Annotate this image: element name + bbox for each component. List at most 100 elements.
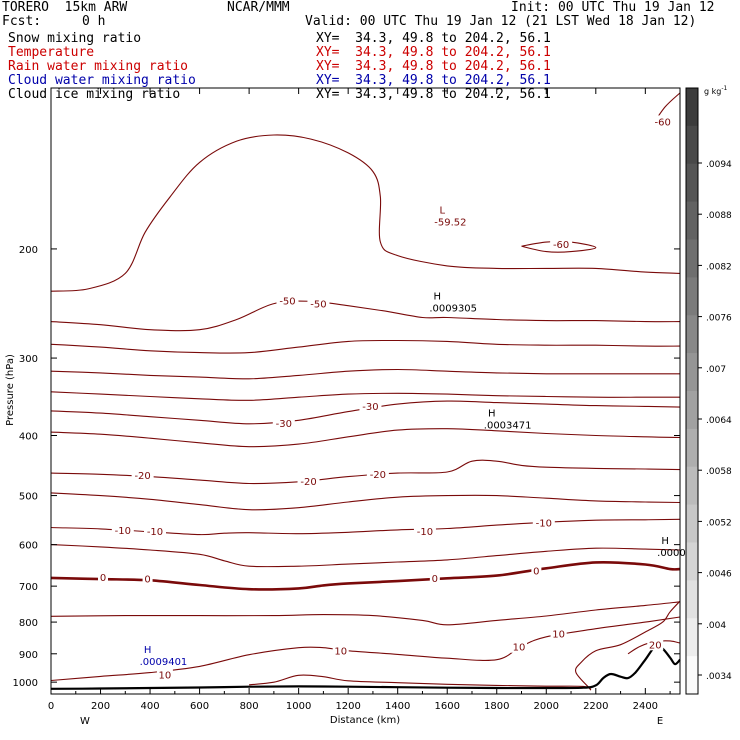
contour-label-bg <box>307 297 330 310</box>
contour-label-bg <box>332 644 349 657</box>
contour-label-bg <box>359 400 382 413</box>
colorbar-tick-label: .0046 <box>706 570 732 580</box>
contour-label: -20 <box>300 477 316 488</box>
isotherm-10 <box>249 674 592 691</box>
colorbar-tick-label: .0034 <box>706 672 732 682</box>
isotherm-minus25 <box>50 428 681 448</box>
isotherm-5 <box>50 601 681 626</box>
contour-label-bg <box>511 640 528 653</box>
extremum-high-symbol: H <box>661 536 669 547</box>
colorbar-swatch <box>686 315 698 354</box>
contour-label-bg <box>131 469 154 482</box>
x-tick-label: 2000 <box>534 701 559 712</box>
colorbar-swatch <box>686 656 698 695</box>
isotherm-minus60 <box>521 240 597 253</box>
colorbar-tick-label: .0094 <box>706 160 732 170</box>
colorbar-tick-label: .0058 <box>706 467 732 477</box>
isotherm-minus60 <box>50 134 681 292</box>
extremum-value: .0000 <box>657 548 686 559</box>
contour-label-bg <box>647 638 664 651</box>
y-axis-label: Pressure (hPa) <box>5 354 16 426</box>
contour-label: 0 <box>100 573 106 584</box>
contour-label: 10 <box>334 647 347 658</box>
x-tick-label: 2400 <box>633 701 658 712</box>
colorbar-swatch <box>686 88 698 127</box>
extremum-high-symbol: H <box>144 645 152 656</box>
x-tick-label: 600 <box>190 701 209 712</box>
contour-label-bg <box>111 523 134 536</box>
y-tick-label: 700 <box>19 582 38 593</box>
extremum-high-symbol: H <box>434 292 442 303</box>
contour-label: 0 <box>432 574 438 585</box>
colorbar-swatch <box>686 125 698 165</box>
contour-label-bg <box>142 572 153 585</box>
isotherm-minus40 <box>50 368 680 380</box>
y-tick-label: 1000 <box>13 678 38 689</box>
west-label: W <box>80 716 90 727</box>
isotherm-minus50 <box>50 300 681 332</box>
x-tick-label: 800 <box>240 701 259 712</box>
contour-label-bg <box>272 416 295 429</box>
contour-label: -30 <box>276 419 292 430</box>
contour-label-bg <box>144 524 167 537</box>
isotherm-15 <box>575 600 681 690</box>
colorbar-swatch <box>686 618 698 657</box>
colorbar: .0094 .0088 .0082 .0076 .007 .0064 .0058 .0052.… <box>685 87 732 695</box>
contour-label-bg <box>550 627 567 640</box>
extremum-value: .0003471 <box>484 420 532 431</box>
colorbar-tick-label: .0082 <box>706 262 732 272</box>
isotherm-minus45 <box>50 339 681 354</box>
contour-label-bg <box>98 570 109 583</box>
isotherm-0 <box>50 560 681 591</box>
y-tick-label: 600 <box>19 541 38 552</box>
contour-label: -10 <box>147 527 163 538</box>
colorbar-frame <box>685 87 699 695</box>
field-name-rain: Rain water mixing ratio <box>8 59 189 74</box>
x-tick-label: 1200 <box>335 701 360 712</box>
colorbar-tick-label: .0064 <box>706 416 732 426</box>
field-xy-temperature: XY= 34.3, 49.8 to 204.2, 56.1 <box>316 45 551 60</box>
x-axis-label: Distance (km) <box>330 715 400 726</box>
x-tick-label: 0 <box>48 701 54 712</box>
colorbar-swatch <box>686 163 698 203</box>
colorbar-tick-label: .0088 <box>706 211 732 221</box>
model-title: TORERO 15km ARW <box>2 0 128 15</box>
extremum-low-symbol: L <box>439 206 445 217</box>
colorbar-swatch <box>686 239 698 278</box>
contour-label-bg <box>413 524 436 537</box>
contour-label: 10 <box>552 630 565 641</box>
colorbar-swatch <box>686 580 698 619</box>
y-tick-label: 200 <box>19 245 38 256</box>
colorbar-swatch <box>686 428 698 468</box>
plot-frame <box>50 87 681 695</box>
contour-label: 10 <box>159 670 172 681</box>
colorbar-swatch <box>686 277 698 316</box>
y-tick-label: 300 <box>19 354 38 365</box>
contour-label-bg <box>532 516 555 529</box>
contour-label-bg <box>156 668 173 681</box>
x-tick-label: 2200 <box>583 701 608 712</box>
colorbar-swatch <box>686 542 698 581</box>
contour-label-bg <box>366 467 389 480</box>
extremum-value: .0009305 <box>429 304 477 315</box>
contour-label-bg <box>276 294 299 307</box>
field-xy-cloud-ice: XY= 34.3, 49.8 to 204.2, 56.1 <box>316 87 551 102</box>
init-time: Init: 00 UTC Thu 19 Jan 12 <box>511 0 715 15</box>
y-tick-label: 900 <box>19 650 38 661</box>
colorbar-swatch <box>686 201 698 240</box>
x-tick-label: 1000 <box>286 701 311 712</box>
colorbar-tick-label: .007 <box>706 365 726 375</box>
isotherm-contours <box>50 92 681 691</box>
colorbar-swatch <box>686 466 698 506</box>
contour-label: -10 <box>536 519 552 530</box>
contour-label: 20 <box>649 640 662 651</box>
isotherm-10 <box>50 616 681 682</box>
field-xy-snow: XY= 34.3, 49.8 to 204.2, 56.1 <box>316 31 551 46</box>
x-tick-label: 1800 <box>484 701 509 712</box>
x-tick-label: 1600 <box>434 701 459 712</box>
y-tick-label: 500 <box>19 492 38 503</box>
org-label: NCAR/MMM <box>227 0 290 15</box>
y-tick-label: 400 <box>19 432 38 443</box>
contour-label: -10 <box>417 527 433 538</box>
